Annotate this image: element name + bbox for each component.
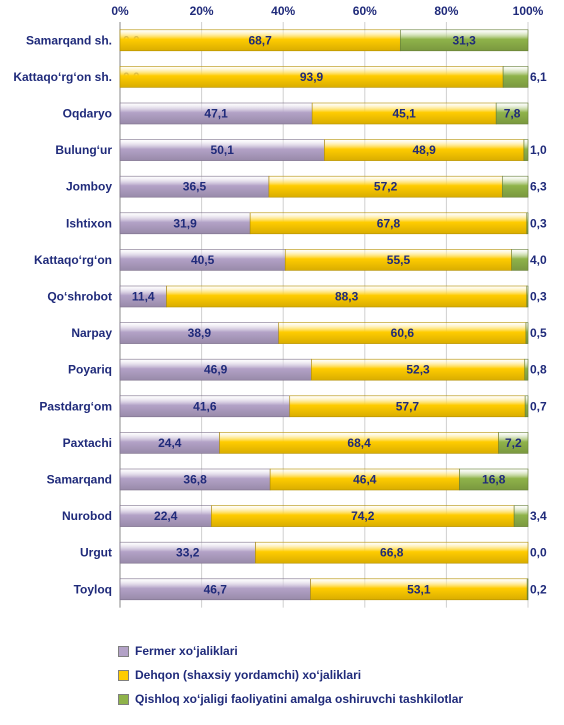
data-label: 66,8 [380, 546, 404, 560]
data-label: 68,7 [248, 33, 272, 47]
data-label: 47,1 [204, 107, 228, 121]
data-label: 6,1 [530, 70, 547, 84]
data-label: 31,9 [173, 216, 197, 230]
category-label: Samarqand sh. [26, 33, 112, 47]
x-tick-label: 80% [434, 4, 458, 18]
data-label: 46,9 [204, 363, 228, 377]
category-label: Jomboy [66, 180, 112, 194]
data-label: 88,3 [335, 290, 359, 304]
data-label: 1,0 [530, 143, 547, 157]
bar-qishloq-xo-jaligi-faoliy [524, 395, 529, 418]
data-label: 38,9 [188, 326, 212, 340]
legend: Fermer xo‘jaliklari Dehqon (shaxsiy yord… [118, 639, 463, 711]
bar-qishloq-xo-jaligi-faoliy [498, 432, 529, 454]
data-label: 0,0 [530, 546, 547, 560]
data-label: 0,7 [530, 399, 547, 413]
legend-label-dehqon: Dehqon (shaxsiy yordamchi) xo‘jaliklari [135, 668, 362, 682]
category-label: Ishtixon [66, 216, 112, 230]
bar-qishloq-xo-jaligi-faoliy [525, 322, 529, 344]
stacked-bar-chart: 0% 20% 40% 60% 80% 100% Samarqand sh. 0,0 68,7 31… [13, 4, 547, 608]
data-label: 0,3 [530, 216, 547, 230]
category-label: Poyariq [68, 363, 112, 377]
category-label: Kattaqo‘rg‘on [34, 253, 112, 267]
legend-item-dehqon: Dehqon (shaxsiy yordamchi) xo‘jaliklari [118, 663, 463, 687]
data-label: 22,4 [154, 509, 178, 523]
bar-qishloq-xo-jaligi-faoliy [495, 102, 529, 125]
x-tick-label: 100% [513, 4, 544, 18]
legend-item-tashkilotlar: Qishloq xo‘jaligi faoliyatini amalga osh… [118, 687, 463, 711]
data-label: 24,4 [158, 436, 182, 450]
data-label: 46,4 [353, 473, 377, 487]
data-label: 6,3 [530, 180, 547, 194]
bar-qishloq-xo-jaligi-faoliy [523, 139, 529, 161]
bar-dehqon-shaxsiy-yordamchi [255, 541, 529, 564]
data-label: 0,3 [530, 290, 547, 304]
data-label: 0,5 [530, 326, 547, 340]
data-label: 67,8 [377, 216, 401, 230]
bar-qishloq-xo-jaligi-faoliy [502, 66, 529, 88]
data-label: 52,3 [406, 363, 430, 377]
bar-qishloq-xo-jaligi-faoliy [511, 249, 529, 271]
data-label: 53,1 [407, 582, 431, 596]
data-label: 0,8 [530, 363, 547, 377]
category-label: Paxtachi [63, 436, 112, 450]
bar-qishloq-xo-jaligi-faoliy [526, 578, 529, 601]
category-label: Oqdaryo [63, 107, 112, 121]
data-label: 45,1 [392, 107, 416, 121]
data-label: 41,6 [193, 399, 217, 413]
category-label: Nurobod [62, 509, 112, 523]
bar-qishloq-xo-jaligi-faoliy [459, 468, 529, 491]
data-label: 31,3 [452, 33, 476, 47]
category-label: Samarqand [47, 473, 112, 487]
data-label: 57,7 [396, 399, 420, 413]
data-label: 68,4 [347, 436, 371, 450]
bar-qishloq-xo-jaligi-faoliy [399, 29, 529, 52]
data-label: 36,5 [183, 180, 207, 194]
category-label: Qo‘shrobot [47, 290, 112, 304]
x-tick-label: 20% [190, 4, 214, 18]
category-label: Pastdarg‘om [39, 399, 112, 413]
category-label: Bulung‘ur [55, 143, 112, 157]
legend-item-fermer: Fermer xo‘jaliklari [118, 639, 463, 663]
data-label: 50,1 [211, 143, 235, 157]
data-label: 16,8 [482, 473, 506, 487]
data-label: 11,4 [132, 290, 155, 304]
bar-qishloq-xo-jaligi-faoliy [513, 505, 529, 527]
bar-qishloq-xo-jaligi-faoliy [501, 175, 529, 198]
data-label: 46,7 [204, 582, 228, 596]
data-label: 93,9 [300, 70, 324, 84]
legend-swatch-fermer [118, 645, 129, 657]
x-tick-label: 0% [111, 4, 129, 18]
data-label: 40,5 [191, 253, 215, 267]
data-label: 7,2 [505, 436, 522, 450]
legend-label-fermer: Fermer xo‘jaliklari [135, 644, 238, 658]
data-label: 3,4 [530, 509, 547, 523]
category-label: Kattaqo‘rg‘on sh. [13, 70, 112, 84]
legend-label-tashkilotlar: Qishloq xo‘jaligi faoliyatini amalga osh… [135, 692, 464, 706]
category-label: Urgut [80, 546, 112, 560]
data-label: 33,2 [176, 546, 200, 560]
bar-qishloq-xo-jaligi-faoliy [524, 358, 529, 381]
bar-qishloq-xo-jaligi-faoliy [526, 212, 529, 235]
data-label: 7,8 [504, 107, 521, 121]
data-label: 74,2 [351, 509, 375, 523]
data-label: 0,2 [530, 582, 547, 596]
data-label: 48,9 [412, 143, 436, 157]
data-label: 60,6 [391, 326, 415, 340]
data-label: 4,0 [530, 253, 547, 267]
category-label: Narpay [71, 326, 112, 340]
legend-swatch-dehqon [118, 669, 129, 681]
x-tick-label: 60% [353, 4, 377, 18]
data-label: 57,2 [374, 180, 398, 194]
data-label: 55,5 [387, 253, 411, 267]
bar-qishloq-xo-jaligi-faoliy [526, 285, 529, 308]
legend-swatch-tashkilotlar [118, 693, 129, 705]
x-tick-label: 40% [271, 4, 295, 18]
data-label: 36,8 [183, 473, 207, 487]
category-label: Toyloq [74, 582, 112, 596]
